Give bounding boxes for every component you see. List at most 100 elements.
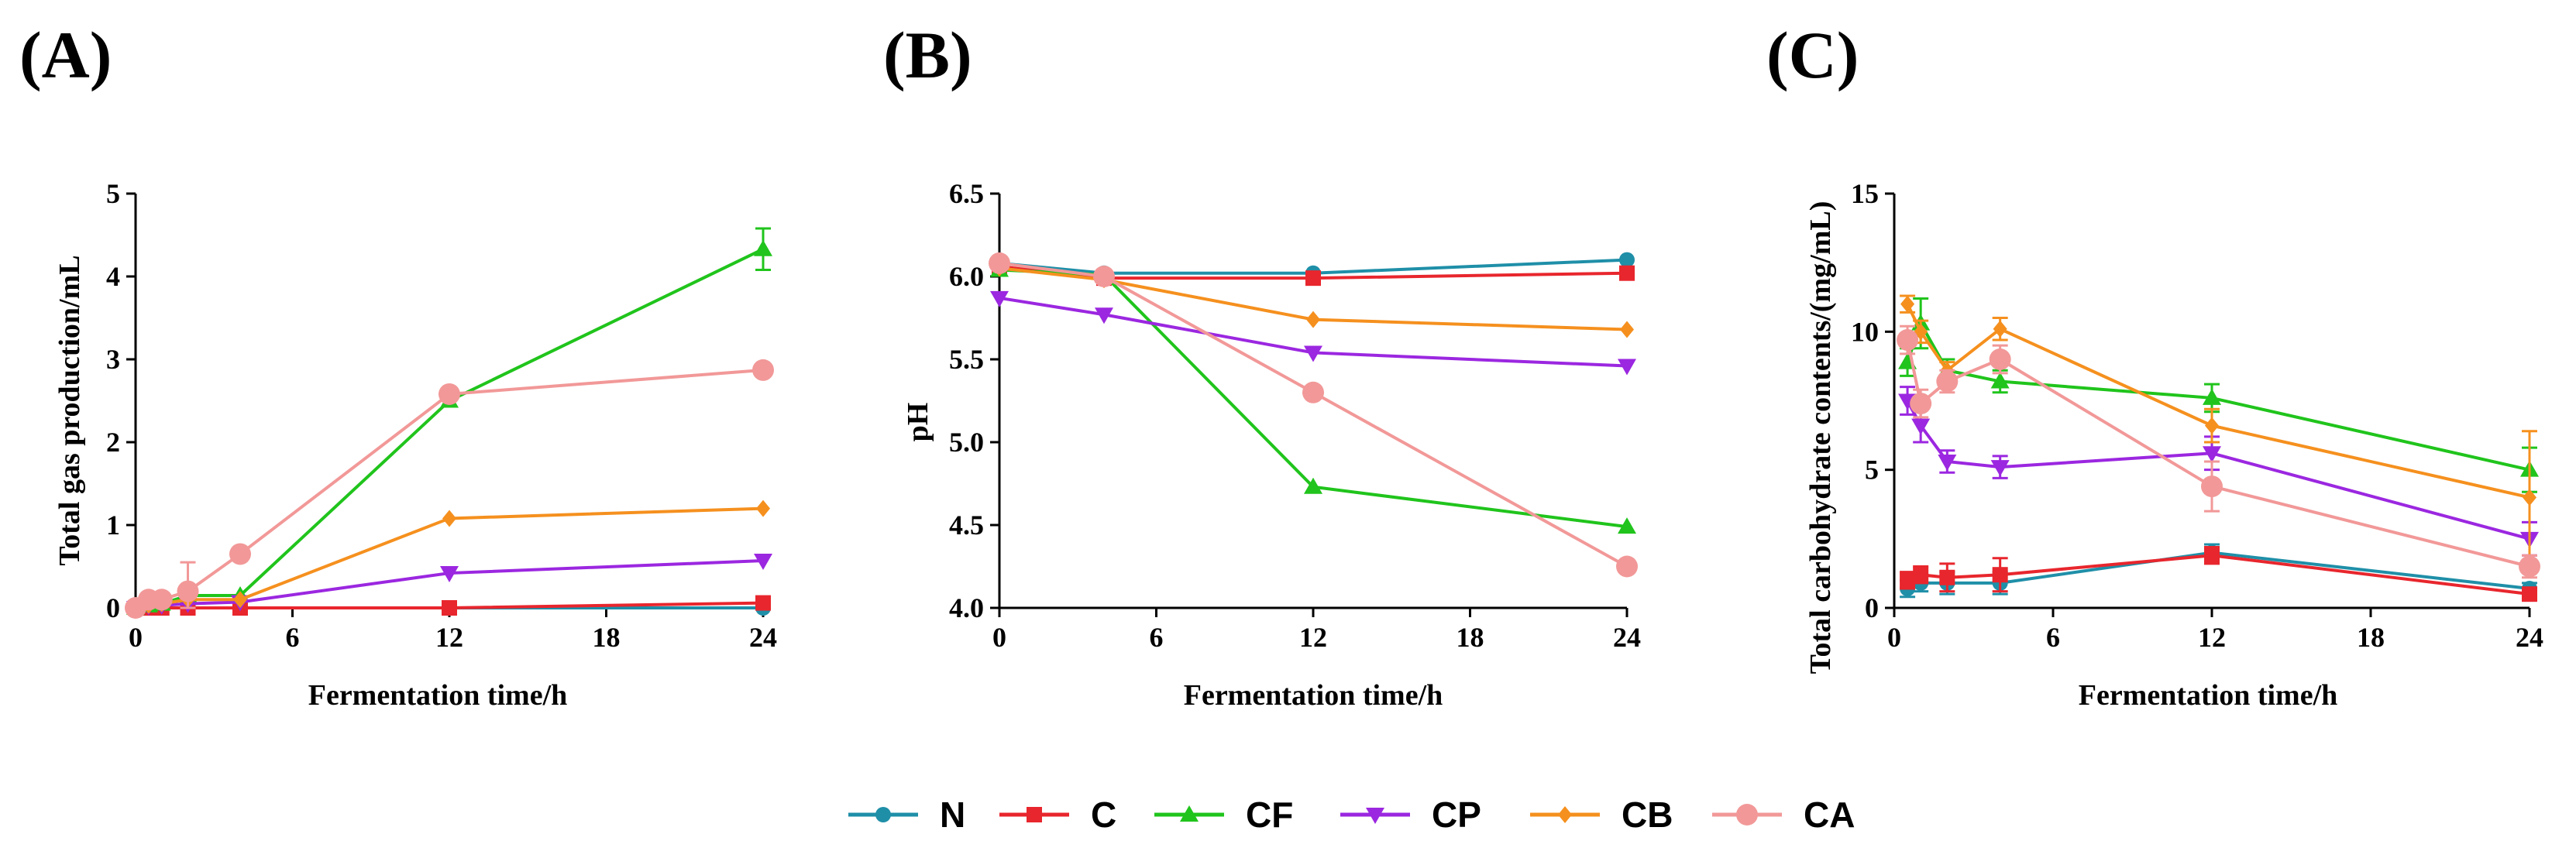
series-line-ca — [999, 261, 1628, 568]
y-tick-label: 5 — [1865, 455, 1879, 486]
x-tick-label: 0 — [992, 622, 1006, 653]
data-point-c — [1913, 567, 1929, 583]
data-point-ca — [2201, 475, 2223, 498]
data-point-c — [1027, 807, 1042, 822]
data-point-c — [1939, 569, 1955, 585]
y-tick-label: 1 — [106, 510, 120, 541]
y-tick-label: 5 — [106, 178, 120, 209]
data-point-ca — [177, 580, 199, 602]
data-point-c — [1619, 265, 1635, 281]
x-tick-label: 24 — [1613, 622, 1641, 653]
data-point-ca — [1897, 329, 1919, 352]
x-tick-label: 6 — [1150, 622, 1164, 653]
data-point-cp — [1911, 418, 1931, 435]
data-point-cf — [1618, 517, 1636, 534]
x-tick-label: 12 — [1299, 622, 1327, 653]
panel-label-b: (B) — [883, 18, 972, 92]
y-tick-label: 6.5 — [949, 178, 984, 209]
data-point-ca — [439, 383, 460, 405]
y-tick-label: 15 — [1851, 178, 1879, 209]
chart-panel-c: Total carbohydrate contents/(mg/mL) Ferm… — [1804, 178, 2543, 712]
legend-label: CA — [1804, 795, 1855, 835]
data-point-n — [1619, 252, 1635, 268]
data-point-cf — [1180, 805, 1199, 822]
data-point-cb — [756, 499, 770, 517]
data-point-cb — [1306, 311, 1320, 328]
x-tick-label: 12 — [435, 622, 463, 653]
chart-panel-b: pH Fermentation time/h 0 6 12 18 24 4.0 4.5 5.0… — [902, 178, 1641, 712]
data-point-ca — [1093, 266, 1115, 287]
data-point-c — [1992, 567, 2008, 583]
chart-panel-a: Total gas production/mL Fermentation tim… — [53, 178, 777, 712]
data-point-ca — [1936, 370, 1959, 393]
legend-item-cb: CB — [1530, 795, 1673, 835]
data-point-cb — [1620, 321, 1634, 338]
data-point-ca — [150, 589, 173, 611]
series-ca — [125, 359, 774, 619]
x-tick-label: 24 — [749, 622, 777, 653]
data-point-ca — [1302, 381, 1324, 403]
data-point-ca — [1989, 348, 2011, 370]
series-c — [1900, 546, 2537, 602]
data-point-ca — [1910, 393, 1932, 415]
panel-label-a: (A) — [19, 18, 112, 92]
legend: N C CF CP CB CA — [848, 795, 1855, 835]
y-axis-title: pH — [902, 403, 934, 442]
data-point-n — [875, 807, 891, 822]
data-point-cp — [1938, 454, 1957, 471]
x-tick-label: 24 — [2516, 622, 2543, 653]
y-axis-title: Total carbohydrate contents/(mg/mL) — [1804, 201, 1837, 674]
y-tick-label: 4.0 — [949, 592, 984, 623]
legend-label: N — [940, 795, 965, 835]
series-line-n — [999, 258, 1628, 275]
y-tick-label: 0 — [106, 592, 120, 623]
y-tick-label: 4.5 — [949, 510, 984, 541]
y-tick-label: 10 — [1851, 316, 1879, 347]
x-tick-label: 18 — [2357, 622, 2385, 653]
legend-item-c: C — [999, 795, 1116, 835]
legend-item-cp: CP — [1340, 795, 1481, 835]
legend-label: CB — [1622, 795, 1673, 835]
data-point-cb — [1900, 295, 1915, 313]
data-point-ca — [752, 359, 774, 381]
x-tick-label: 12 — [2198, 622, 2226, 653]
legend-label: CF — [1246, 795, 1293, 835]
x-axis-title: Fermentation time/h — [2079, 679, 2338, 712]
data-point-cf — [1304, 477, 1322, 494]
data-point-cp — [1990, 460, 2010, 477]
series-ca — [989, 252, 1638, 578]
data-point-ca — [2519, 555, 2540, 578]
data-point-cf — [2203, 388, 2221, 405]
legend-label: CP — [1432, 795, 1481, 835]
data-point-cf — [1990, 372, 2010, 389]
data-point-cp — [440, 566, 459, 583]
data-point-c — [2204, 547, 2220, 564]
x-tick-label: 18 — [593, 622, 621, 653]
series-cf — [126, 227, 772, 615]
x-tick-label: 18 — [1457, 622, 1484, 653]
series-ca — [1897, 324, 2540, 579]
data-point-cp — [2203, 446, 2221, 463]
data-point-cp — [1304, 345, 1322, 362]
y-tick-label: 4 — [106, 261, 120, 292]
data-point-cb — [1558, 806, 1572, 823]
series-line-cf — [999, 268, 1628, 529]
panel-label-c: (C) — [1766, 18, 1859, 92]
y-tick-label: 2 — [106, 427, 120, 458]
x-tick-label: 6 — [2046, 622, 2060, 653]
data-point-cb — [2205, 417, 2219, 434]
legend-item-n: N — [848, 795, 965, 835]
data-point-cb — [233, 591, 247, 609]
legend-item-ca: CA — [1712, 795, 1855, 835]
data-point-c — [2522, 586, 2537, 602]
y-tick-label: 3 — [106, 344, 120, 375]
data-point-cp — [1618, 359, 1636, 376]
data-point-cp — [990, 290, 1009, 307]
x-tick-label: 0 — [129, 622, 143, 653]
legend-item-cf: CF — [1154, 795, 1293, 835]
data-point-ca — [229, 543, 251, 565]
y-axis-title: Total gas production/mL — [53, 255, 86, 565]
data-point-ca — [1736, 804, 1758, 826]
x-axis-title: Fermentation time/h — [308, 679, 568, 712]
